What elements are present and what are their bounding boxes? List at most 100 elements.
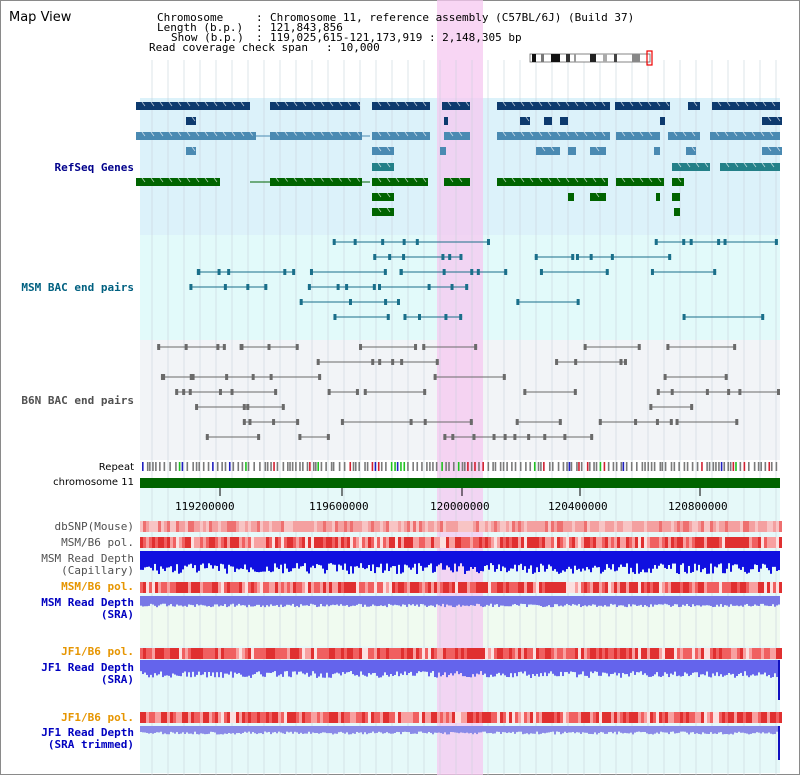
depth-bar: [198, 660, 200, 672]
repeat-element: [282, 462, 285, 471]
depth-bar: [280, 726, 282, 733]
depth-bar: [692, 596, 694, 605]
depth-bar: [498, 726, 500, 732]
pol-cell: [308, 537, 311, 548]
depth-bar: [764, 660, 766, 673]
depth-bar: [526, 551, 528, 573]
bac-end: [650, 269, 654, 275]
depth-bar: [582, 551, 584, 569]
pol-cell: [500, 712, 503, 723]
repeat-element: [152, 462, 154, 471]
pol-cell: [371, 648, 374, 659]
pol-cell: [488, 521, 491, 532]
depth-bar: [546, 726, 548, 733]
pol-cell: [755, 521, 758, 532]
pol-cell: [320, 582, 323, 593]
pol-cell: [719, 537, 722, 548]
pol-cell: [590, 582, 593, 593]
pol-cell: [575, 712, 578, 723]
pol-cell: [680, 537, 683, 548]
depth-bar: [546, 660, 548, 677]
depth-bar: [706, 726, 708, 734]
gene-chevron: [735, 101, 740, 107]
depth-bar: [530, 726, 532, 734]
pol-cell: [359, 712, 362, 723]
pol-cell: [695, 537, 698, 548]
depth-bar: [152, 596, 154, 605]
depth-bar: [208, 596, 210, 607]
depth-bar: [154, 551, 156, 564]
pol-cell: [488, 648, 491, 659]
depth-bar: [306, 726, 308, 734]
gene-feature: [686, 147, 696, 155]
depth-bar: [738, 660, 740, 675]
repeat-element: [620, 462, 623, 471]
depth-bar: [448, 596, 450, 606]
gene-chevron: [231, 131, 236, 137]
depth-bar: [476, 596, 478, 604]
gene-chevron: [404, 101, 409, 107]
pol-cell: [629, 648, 632, 659]
pol-cell: [395, 582, 398, 593]
pol-cell: [755, 582, 758, 593]
pol-cell: [761, 582, 764, 593]
pol-cell: [497, 537, 500, 548]
depth-bar: [422, 596, 424, 605]
pol-cell: [575, 582, 578, 593]
pol-cell: [449, 648, 452, 659]
repeat-element: [595, 462, 598, 471]
track-label-b6n-bac[interactable]: B6N BAC end pairs: [21, 394, 134, 407]
depth-bar: [286, 551, 288, 569]
depth-bar: [654, 551, 656, 566]
pol-cell: [611, 582, 614, 593]
pol-cell: [182, 537, 185, 548]
pol-cell: [230, 521, 233, 532]
pol-cell: [536, 537, 539, 548]
depth-bar: [362, 726, 364, 735]
gene-chevron: [638, 101, 643, 107]
depth-bar: [590, 596, 592, 606]
depth-bar: [702, 660, 704, 675]
depth-bar: [570, 551, 572, 569]
depth-bar: [382, 726, 384, 734]
gene-feature: [568, 193, 574, 201]
depth-bar: [592, 596, 594, 605]
pol-cell: [176, 648, 179, 659]
gene-chevron: [691, 146, 696, 152]
depth-bar: [198, 726, 200, 735]
depth-bar: [706, 660, 708, 672]
depth-bar: [164, 551, 166, 572]
pol-cell: [776, 712, 779, 723]
pol-cell: [296, 537, 299, 548]
pol-cell: [230, 582, 233, 593]
depth-bar: [756, 726, 758, 733]
track-label-msm-bac[interactable]: MSM BAC end pairs: [21, 281, 134, 294]
bac-end: [727, 389, 731, 395]
depth-bar: [356, 551, 358, 567]
pol-cell: [641, 582, 644, 593]
gene-chevron: [753, 101, 758, 107]
pol-cell: [488, 537, 491, 548]
gene-chevron: [601, 177, 606, 183]
track-label-refseq[interactable]: RefSeq Genes: [54, 161, 134, 174]
depth-bar: [312, 660, 314, 672]
depth-bar: [666, 596, 668, 605]
pol-cell: [266, 648, 269, 659]
depth-bar: [704, 726, 706, 734]
repeat-element: [478, 462, 480, 471]
pol-cell: [545, 712, 548, 723]
depth-bar: [394, 726, 396, 733]
bac-end: [307, 284, 311, 290]
depth-bar: [162, 596, 164, 604]
gene-chevron: [293, 177, 298, 183]
pol-cell: [728, 582, 731, 593]
gene-chevron: [191, 146, 196, 152]
gene-chevron: [347, 101, 352, 107]
depth-bar: [696, 596, 698, 606]
pol-cell: [299, 537, 302, 548]
depth-bar: [236, 660, 238, 674]
pol-cell: [635, 648, 638, 659]
depth-bar: [604, 596, 606, 606]
pol-cell: [413, 582, 416, 593]
